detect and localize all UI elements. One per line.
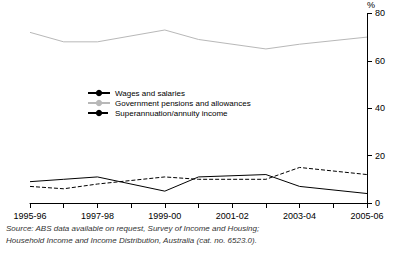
svg-text:%: % xyxy=(367,0,375,10)
svg-text:2005-06: 2005-06 xyxy=(350,211,383,221)
svg-text:1997-98: 1997-98 xyxy=(81,211,114,221)
svg-text:Source: ABS data available on: Source: ABS data available on request, S… xyxy=(6,224,259,233)
svg-text:Household Income and Income Di: Household Income and Income Distribution… xyxy=(6,236,257,245)
svg-text:Wages and salaries: Wages and salaries xyxy=(115,89,185,98)
svg-text:Superannuation/annuity income: Superannuation/annuity income xyxy=(115,109,228,118)
svg-text:2003-04: 2003-04 xyxy=(283,211,316,221)
svg-text:0: 0 xyxy=(375,198,380,208)
svg-text:40: 40 xyxy=(375,103,385,113)
svg-text:1999-00: 1999-00 xyxy=(148,211,181,221)
svg-text:2001-02: 2001-02 xyxy=(216,211,249,221)
svg-text:1995-96: 1995-96 xyxy=(13,211,46,221)
svg-text:Government pensions and allowa: Government pensions and allowances xyxy=(115,99,251,108)
svg-text:20: 20 xyxy=(375,151,385,161)
svg-text:80: 80 xyxy=(375,8,385,18)
svg-text:60: 60 xyxy=(375,56,385,66)
